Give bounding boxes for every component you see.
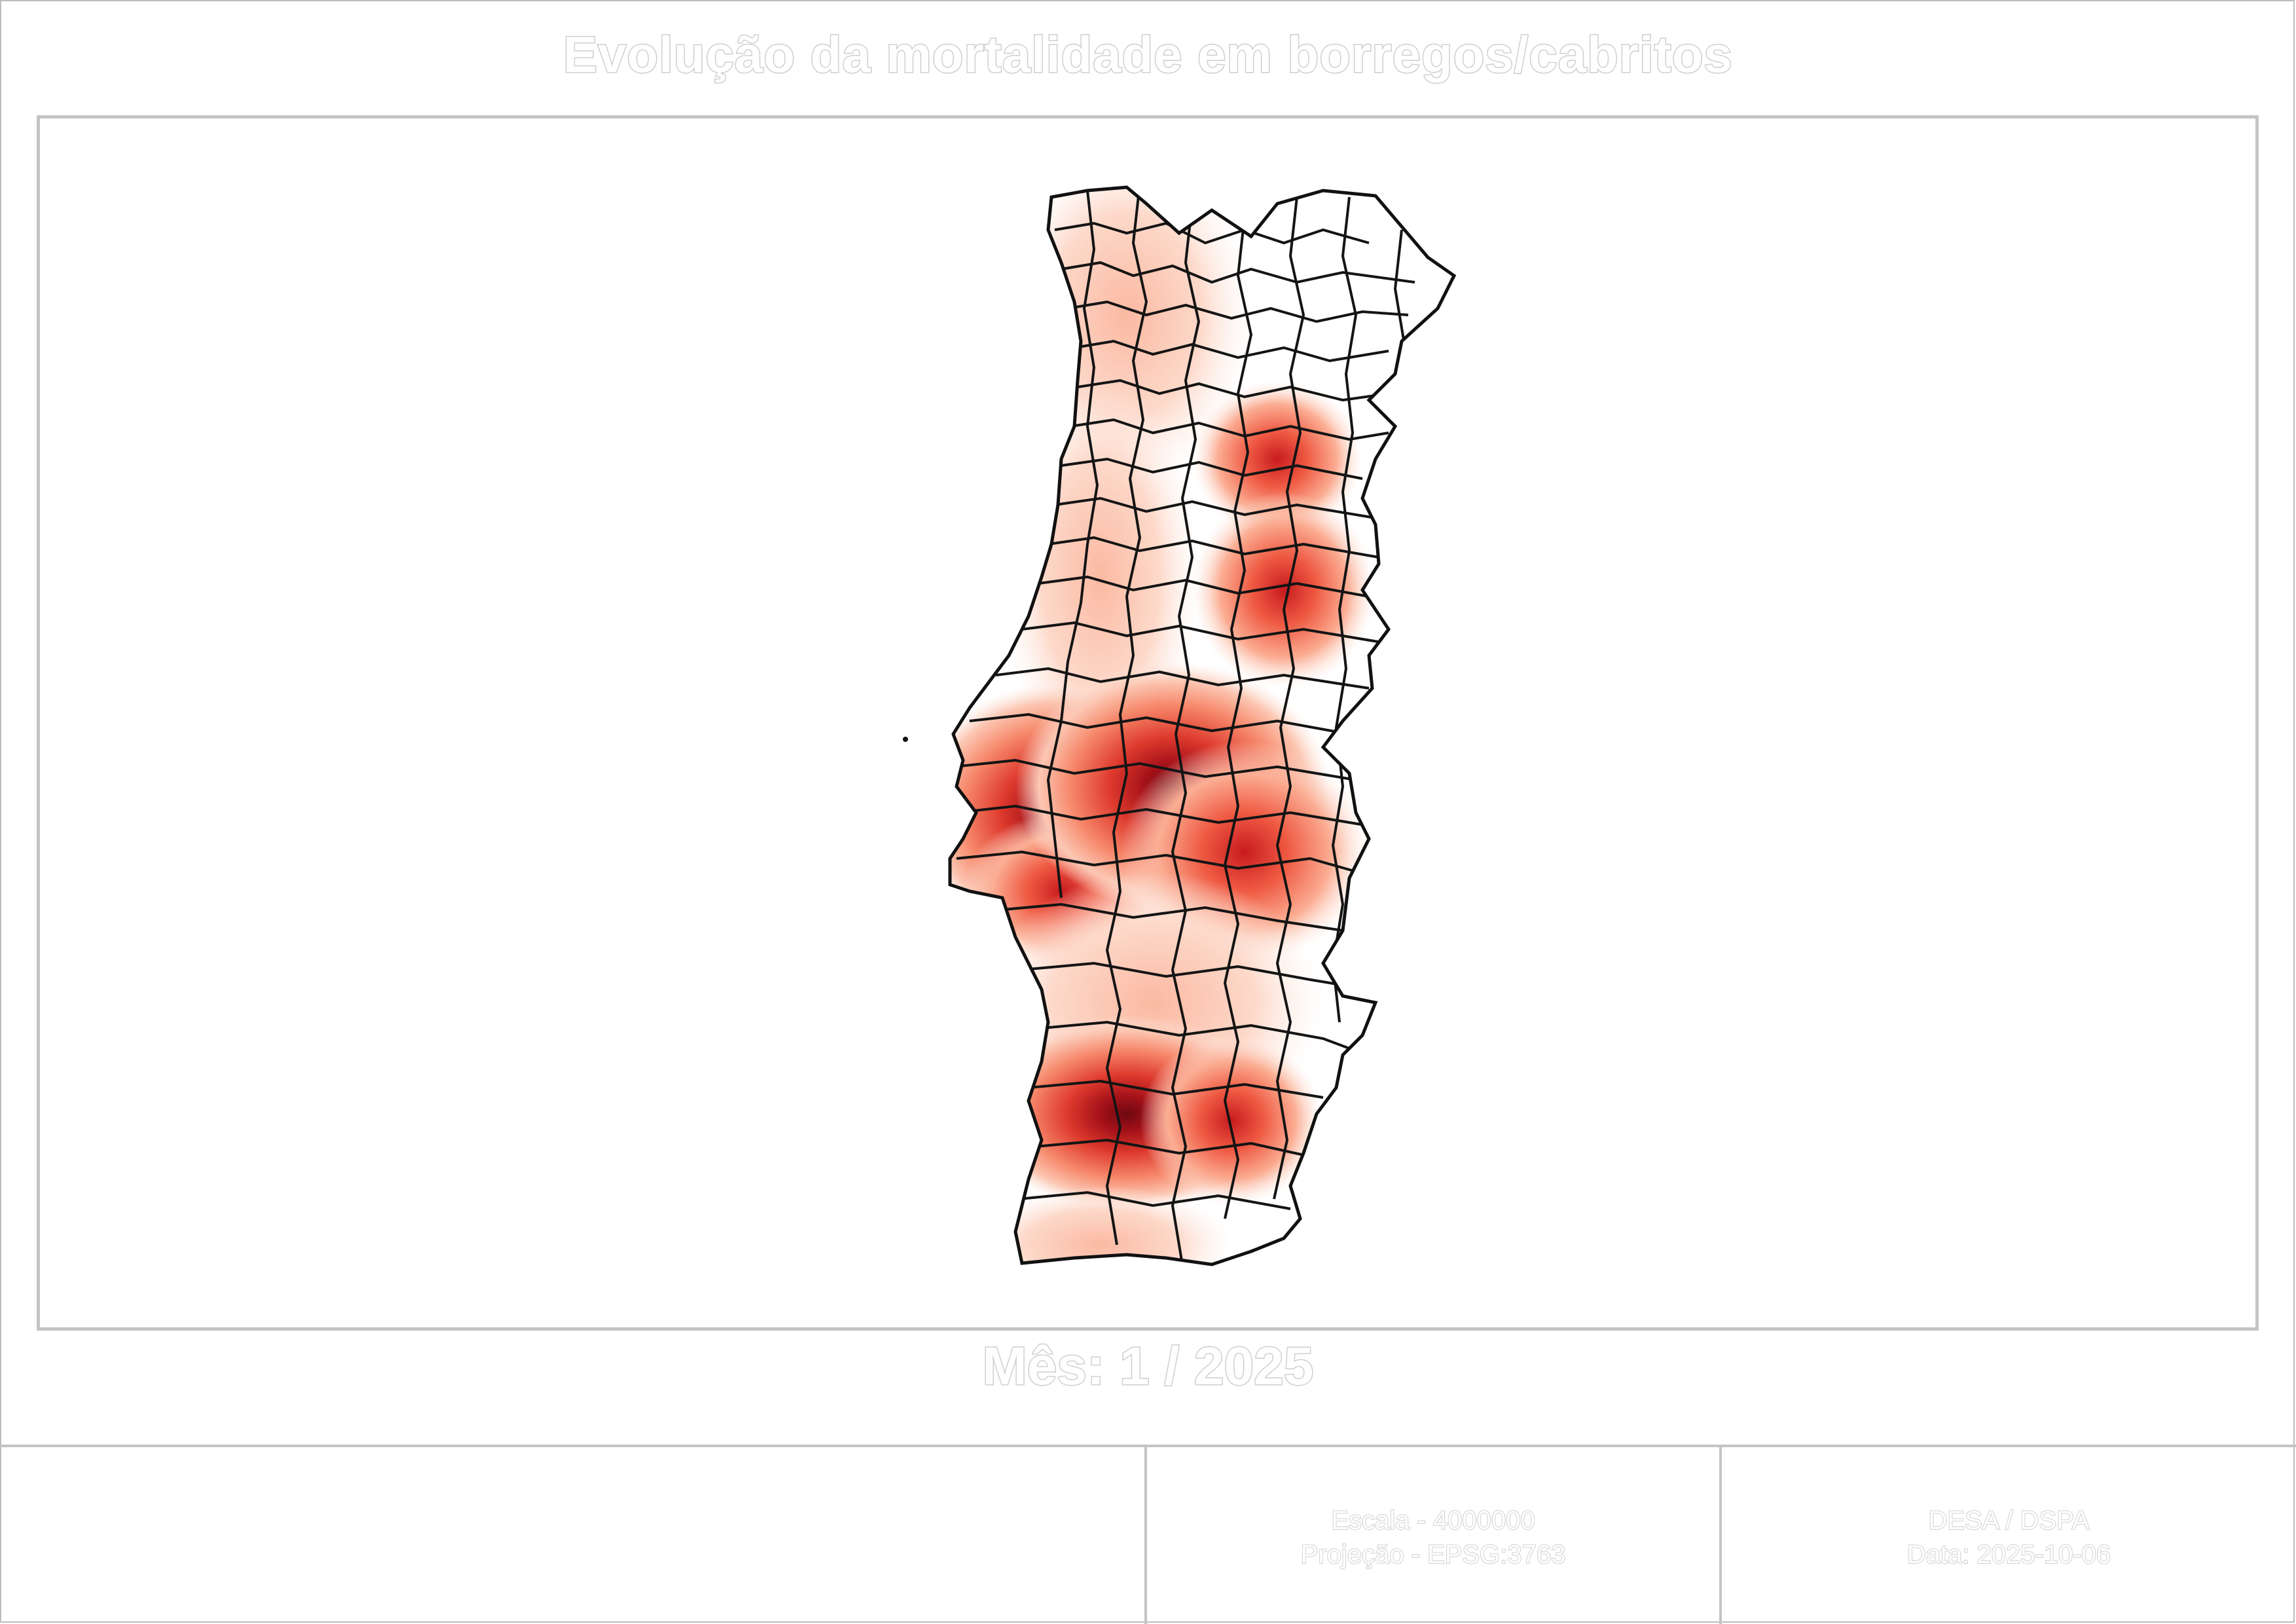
footer-scale-cell: Escala - 4000000 Projeção - EPSG:3763 — [1147, 1447, 1722, 1624]
author-text: DESA / DSPA — [1927, 1505, 2090, 1536]
scale-text: Escala - 4000000 — [1330, 1505, 1535, 1536]
projection-text: Projeção - EPSG:3763 — [1300, 1540, 1567, 1570]
footer-bar: Escala - 4000000 Projeção - EPSG:3763 DE… — [0, 1445, 2296, 1624]
footer-logo-cell — [0, 1447, 1147, 1624]
portugal-map[interactable] — [40, 119, 2255, 1327]
map-title: Evolução da mortalidade em borregos/cabr… — [562, 25, 1733, 84]
municipality-boundaries — [953, 187, 1415, 1264]
footer-credits-cell: DESA / DSPA Data: 2025-10-06 — [1722, 1447, 2296, 1624]
date-text: Data: 2025-10-06 — [1906, 1540, 2111, 1570]
month-label: Mês: 1 / 2025 — [981, 1336, 1315, 1397]
map-frame — [37, 115, 2259, 1331]
berlengas-island — [903, 737, 908, 742]
